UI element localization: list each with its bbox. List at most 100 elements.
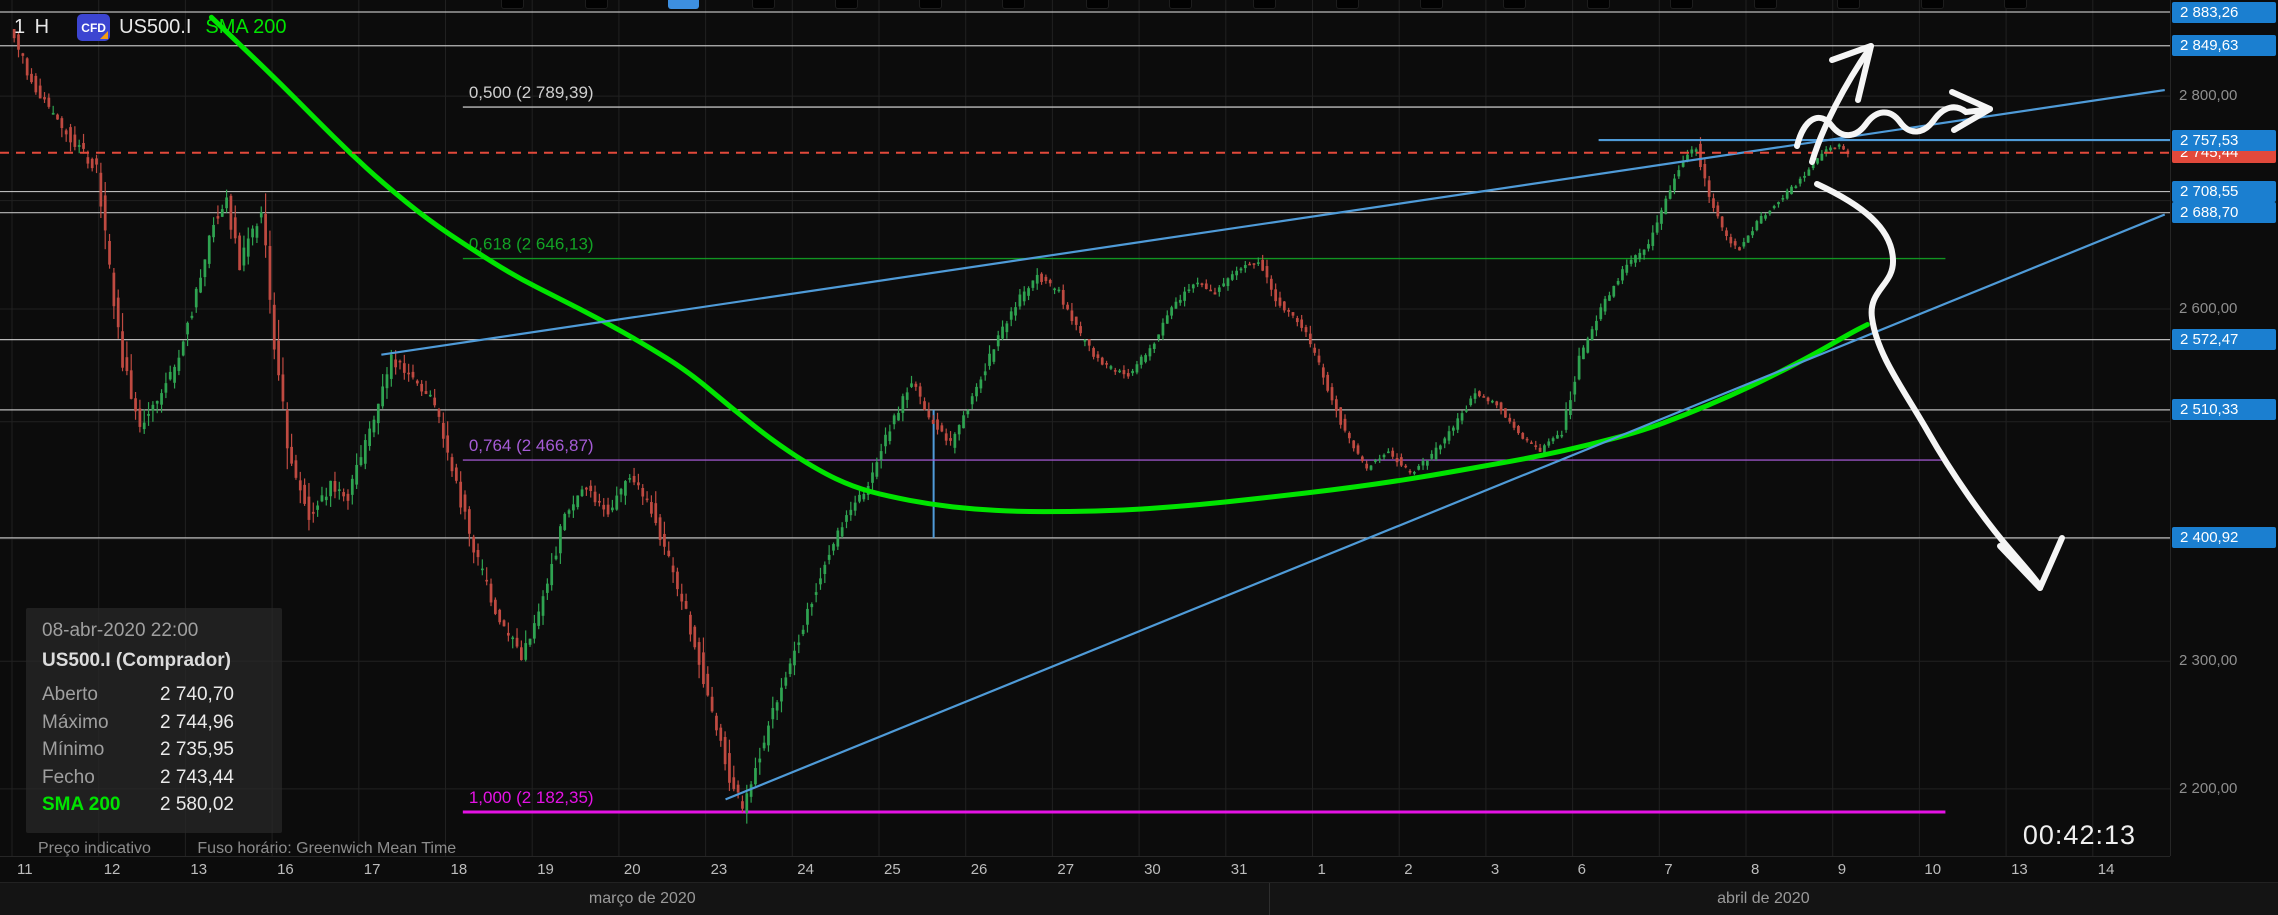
mini-tab[interactable] <box>1002 0 1025 9</box>
candle-body <box>1326 374 1330 391</box>
candle-body <box>1157 334 1160 339</box>
candle-body <box>64 130 68 135</box>
candle-body <box>177 357 181 371</box>
time-axis[interactable]: 11 12 13 16 17 18 19 20 23 24 25 26 27 30 31 1 2 3 6 7 8 9 10 1… <box>0 856 2170 882</box>
mini-tab[interactable] <box>1753 0 1777 9</box>
candle-body <box>1005 323 1009 333</box>
mini-tab[interactable] <box>1169 0 1192 9</box>
candle-body <box>940 425 944 432</box>
candle-body <box>1074 316 1078 325</box>
candle-body <box>793 650 796 666</box>
candle-body <box>129 370 133 399</box>
candle-body <box>285 409 289 449</box>
candle-body <box>147 413 150 416</box>
candle-body <box>350 478 354 495</box>
mini-tab[interactable] <box>1085 0 1109 9</box>
candle-body <box>142 422 146 430</box>
candle-body <box>225 197 228 209</box>
level-price-badge[interactable]: 2 708,55 <box>2172 181 2276 203</box>
candle-body <box>1269 278 1273 290</box>
mini-tab[interactable] <box>1670 0 1693 9</box>
candle-body <box>220 209 224 217</box>
level-price-badge[interactable]: 2 757,53 <box>2172 129 2276 151</box>
candle-body <box>1352 440 1356 449</box>
candle-body <box>663 533 666 547</box>
day-axis-label: 8 <box>1751 861 1760 878</box>
candle-body <box>1382 454 1386 458</box>
sma-indicator-label[interactable]: SMA 200 <box>205 16 287 38</box>
candle-body <box>715 715 718 731</box>
candle-body <box>728 753 731 783</box>
squiggle-right-arrow[interactable] <box>1949 89 1993 112</box>
candle-body <box>454 467 458 481</box>
day-axis-label: 1 <box>1317 861 1326 878</box>
candle-body <box>585 487 588 490</box>
candle-body <box>1274 289 1278 302</box>
candle-body <box>1820 153 1824 161</box>
candle-body <box>1556 435 1559 439</box>
mini-tab[interactable] <box>2004 0 2027 9</box>
mini-tab[interactable] <box>1920 0 1944 9</box>
mini-tab[interactable] <box>1586 0 1610 9</box>
mini-tab[interactable] <box>835 0 858 9</box>
level-price-badge[interactable]: 2 510,33 <box>2172 399 2276 421</box>
up-right-arrow[interactable] <box>1855 43 1874 103</box>
squiggle-right-arrow[interactable] <box>1794 104 1987 149</box>
candle-body <box>589 485 593 492</box>
candle-body <box>979 379 983 389</box>
candle-body <box>1100 357 1104 365</box>
candle-body <box>1521 432 1525 439</box>
price-axis[interactable]: 2 800,00 2 600,00 2 300,00 2 200,00 2 883,26… <box>2170 0 2278 856</box>
up-right-arrow[interactable] <box>1809 45 1873 165</box>
active-mini-tab[interactable] <box>668 0 699 9</box>
candle-body <box>1126 373 1130 377</box>
candle-body <box>1204 283 1208 290</box>
day-axis-label: 12 <box>103 861 121 878</box>
candle-body <box>832 544 835 551</box>
level-price-badge[interactable]: 2 849,63 <box>2172 35 2276 57</box>
candle-body <box>1321 367 1325 378</box>
candle-body <box>82 142 85 149</box>
candle-body <box>1651 232 1655 246</box>
candle-body <box>281 374 285 402</box>
candle-body <box>645 498 649 501</box>
candle-body <box>1365 463 1369 469</box>
symbol-label[interactable]: US500.I <box>119 16 192 38</box>
candle-body <box>1512 421 1516 428</box>
candle-body <box>1191 284 1195 289</box>
mini-tab[interactable] <box>1252 0 1276 9</box>
candle-body <box>303 484 306 504</box>
candle-body <box>537 611 541 626</box>
trendline[interactable] <box>725 213 2166 801</box>
candle-body <box>1569 400 1572 416</box>
mini-tab[interactable] <box>918 0 942 9</box>
timeframe-label[interactable]: 1 H <box>14 16 52 38</box>
candle-body <box>216 216 220 219</box>
price-chart-canvas[interactable]: 0,500 (2 789,39) 0,618 (2 646,13) 0,764 (2… <box>0 0 2170 856</box>
mini-tab[interactable] <box>1419 0 1443 9</box>
mini-tab[interactable] <box>1336 0 1359 9</box>
level-price-badge[interactable]: 2 688,70 <box>2172 202 2276 224</box>
long-down-arrow[interactable] <box>1997 543 2043 591</box>
candle-body <box>1495 401 1499 406</box>
candle-body <box>1755 221 1759 231</box>
candle-body <box>541 596 545 616</box>
mini-tab[interactable] <box>501 0 524 9</box>
candle-body <box>368 428 372 446</box>
mini-tab[interactable] <box>584 0 608 9</box>
trendline[interactable] <box>381 88 2165 356</box>
level-price-badge[interactable]: 2 572,47 <box>2172 329 2276 351</box>
squiggle-right-arrow[interactable] <box>1951 106 1993 133</box>
mini-tab[interactable] <box>1837 0 1860 9</box>
level-price-badge[interactable]: 2 400,92 <box>2172 527 2276 549</box>
level-price-badge[interactable]: 2 883,26 <box>2172 1 2276 23</box>
candle-body <box>298 480 302 491</box>
candle-body <box>1664 198 1668 215</box>
mini-tab[interactable] <box>751 0 775 9</box>
long-down-arrow[interactable] <box>2037 535 2065 591</box>
candle-body <box>186 322 189 335</box>
up-right-arrow[interactable] <box>1829 43 1874 63</box>
candle-body <box>1217 287 1221 292</box>
long-down-arrow[interactable] <box>1814 181 2043 589</box>
mini-tab[interactable] <box>1503 0 1526 9</box>
